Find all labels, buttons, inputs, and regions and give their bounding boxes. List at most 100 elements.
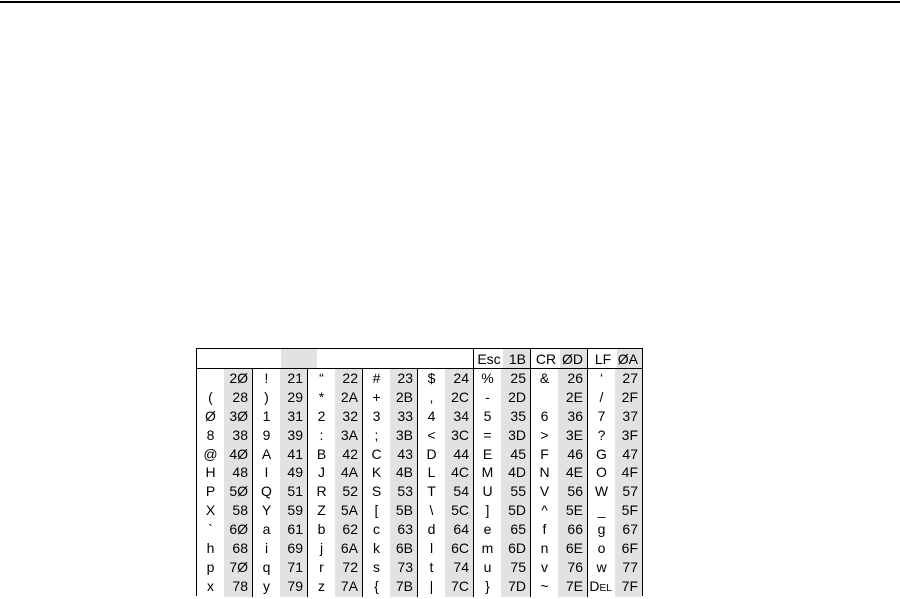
hex-code-cell: 6F bbox=[621, 540, 638, 557]
char-column: (Ø 8 @ H P X ` h p x bbox=[197, 369, 224, 597]
hex-code-cell: 53 bbox=[397, 483, 413, 500]
char-cell: 9 bbox=[262, 426, 271, 443]
hex-code-cell: 77 bbox=[622, 558, 638, 575]
hex-code-cell: 49 bbox=[287, 464, 303, 481]
hex-code-cell: 3Ø bbox=[229, 407, 248, 424]
hex-code-column: 2Ø 28 3Ø 38 4Ø 48 5Ø 58 6Ø 68 7Ø 78 bbox=[224, 369, 252, 597]
hex-code-cell: 32 bbox=[342, 407, 358, 424]
column-pair: $, 4 < D L T \ d l t | 24 2C 34 3C 44 4C 54 5C 64 6C 74 7C bbox=[417, 369, 473, 597]
hex-code-cell: 22 bbox=[342, 370, 358, 386]
char-cell: M bbox=[481, 464, 494, 481]
char-cell: k bbox=[373, 540, 380, 557]
char-cell: > bbox=[540, 426, 549, 443]
hex-code-cell: 3E bbox=[565, 426, 583, 443]
hex-code-cell: 37 bbox=[622, 407, 638, 424]
char-cell bbox=[531, 388, 558, 407]
char-cell: ! bbox=[264, 370, 269, 386]
hex-code-cell: 46 bbox=[567, 445, 583, 462]
char-cell: ~ bbox=[540, 577, 549, 594]
char-column: % - 5 = E M U] e m u} bbox=[474, 369, 501, 597]
hex-code-cell: 47 bbox=[622, 445, 638, 462]
hex-code-cell: 5D bbox=[508, 502, 526, 519]
char-cell: L bbox=[427, 464, 436, 481]
header-hex-code: ØA bbox=[617, 349, 642, 368]
hex-code-column: 27 2F 37 3F 47 4F 57 5F 67 6F 77 7F bbox=[615, 369, 642, 597]
hex-code-cell: 7Ø bbox=[229, 558, 248, 575]
hex-code-cell: 25 bbox=[510, 370, 526, 386]
hex-code-cell: 68 bbox=[232, 540, 248, 557]
hex-code-cell: 65 bbox=[510, 521, 526, 538]
hex-code-cell: 4B bbox=[395, 464, 413, 481]
char-cell: e bbox=[483, 521, 492, 538]
hex-code-cell: 35 bbox=[510, 407, 526, 424]
column-pair: % - 5 = E M U] e m u} 25 2D 35 3D 45 4D 55 5D 65 6D 75 7D bbox=[473, 369, 530, 597]
hex-code-cell: 78 bbox=[232, 577, 248, 594]
hex-code-cell: 4Ø bbox=[229, 445, 248, 462]
char-cell: H bbox=[205, 464, 216, 481]
char-cell: a bbox=[262, 521, 271, 538]
hex-code-cell: 3D bbox=[508, 426, 526, 443]
char-cell: l bbox=[429, 540, 434, 557]
char-cell: n bbox=[540, 540, 549, 557]
char-cell: 8 bbox=[206, 426, 215, 443]
hex-code-cell: 66 bbox=[567, 521, 583, 538]
hex-code-cell: 24 bbox=[453, 370, 469, 386]
char-cell: u bbox=[483, 558, 492, 575]
char-cell: D bbox=[426, 445, 437, 462]
hex-code-cell: 6B bbox=[395, 540, 413, 557]
char-cell: s bbox=[373, 558, 380, 575]
hex-code-cell: 27 bbox=[622, 370, 638, 386]
header-hex-code: ØD bbox=[560, 349, 587, 368]
char-cell: i bbox=[264, 540, 269, 557]
char-cell: W bbox=[594, 483, 609, 500]
hex-code-cell: 34 bbox=[453, 407, 469, 424]
char-cell: 6 bbox=[540, 407, 549, 424]
char-cell: O bbox=[596, 464, 607, 481]
hex-code-cell: 4D bbox=[508, 464, 526, 481]
char-cell: t bbox=[429, 558, 434, 575]
hex-code-cell: 26 bbox=[567, 370, 583, 386]
char-cell: m bbox=[481, 540, 494, 557]
char-cell: \ bbox=[429, 502, 434, 519]
char-cell: R bbox=[316, 483, 327, 500]
header-control-name: LF bbox=[594, 351, 612, 367]
char-cell: Q bbox=[261, 483, 272, 500]
hex-code-cell: 59 bbox=[287, 502, 303, 519]
table-header-row: Esc 1B CR ØD LF ØA bbox=[197, 349, 642, 369]
char-column: $, 4 < D L T \ d l t | bbox=[418, 369, 445, 597]
hex-code-cell: 6Ø bbox=[229, 521, 248, 538]
hex-code-cell: 43 bbox=[397, 445, 413, 462]
char-cell: x bbox=[207, 577, 214, 594]
hex-code-cell: 5C bbox=[451, 502, 469, 519]
hex-code-cell: 5F bbox=[621, 502, 638, 519]
char-cell: S bbox=[371, 483, 382, 500]
char-cell: 4 bbox=[427, 407, 436, 424]
hex-code-cell: 4E bbox=[565, 464, 583, 481]
hex-code-cell: 36 bbox=[567, 407, 583, 424]
char-cell: E bbox=[482, 445, 493, 462]
hex-code-cell: 67 bbox=[622, 521, 638, 538]
char-cell: v bbox=[541, 558, 548, 575]
hex-code-cell: 31 bbox=[287, 407, 303, 424]
char-cell: o bbox=[597, 540, 606, 557]
hex-code-cell: 71 bbox=[287, 558, 303, 575]
char-cell: 3 bbox=[372, 407, 381, 424]
char-cell: 5 bbox=[483, 407, 492, 424]
char-cell: | bbox=[429, 577, 434, 594]
char-cell: Ø bbox=[205, 407, 216, 424]
char-cell: N bbox=[539, 464, 550, 481]
char-cell: T bbox=[427, 483, 436, 500]
header-shaded-block bbox=[281, 349, 317, 368]
hex-code-cell: 74 bbox=[453, 558, 469, 575]
char-cell: 7 bbox=[597, 407, 606, 424]
char-cell: “ bbox=[319, 370, 324, 386]
hex-code-cell: 7B bbox=[395, 577, 413, 594]
header-pair: Esc 1B bbox=[473, 349, 530, 368]
hex-code-column: 22 2A 32 3A 42 4A 52 5A 62 6A 72 7A bbox=[335, 369, 362, 597]
char-cell: ( bbox=[208, 388, 213, 405]
header-pair: CR ØD bbox=[530, 349, 587, 368]
column-pair: # +3; C K S [c k s {23 2B 33 3B 43 4B 53 5B 63 6B 73 7B bbox=[362, 369, 417, 597]
hex-code-cell: 21 bbox=[287, 370, 303, 386]
top-rule bbox=[0, 1, 900, 3]
